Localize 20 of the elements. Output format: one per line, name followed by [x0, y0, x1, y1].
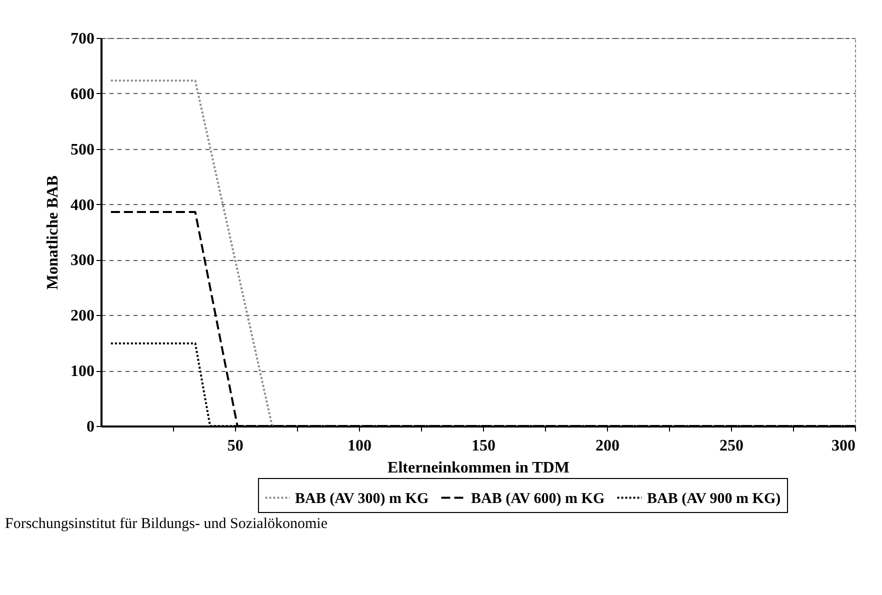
x-tick-label: 300: [832, 438, 856, 454]
y-tick-label: 700: [70, 30, 94, 48]
x-tick-label: 100: [347, 438, 372, 454]
x-tick-label: 150: [471, 438, 496, 454]
text: Forschungsinstitut für Bildungs- und Sozialökonomie: [5, 516, 328, 532]
y-tick-label: 200: [70, 308, 94, 325]
y-tick-label: 600: [70, 86, 94, 103]
x-tick-label: 50: [227, 438, 244, 454]
y-tick-label: 0: [86, 418, 94, 436]
x-tick-label: 250: [719, 438, 744, 454]
y-axis-title: Monatliche BAB: [44, 175, 62, 290]
y-tick-label: 500: [70, 141, 94, 158]
legend-label: BAB (AV 900 m KG): [647, 490, 781, 507]
x-tick-label: 200: [595, 438, 620, 454]
y-tick-label: 400: [70, 196, 94, 214]
y-tick-label: 100: [70, 363, 94, 380]
y-tick-label: 300: [70, 252, 94, 270]
legend-label: BAB (AV 300) m KG: [295, 490, 429, 507]
x-axis-title: Elterneinkommen in TDM: [388, 460, 570, 476]
legend-label: BAB (AV 600) m KG: [471, 490, 605, 507]
